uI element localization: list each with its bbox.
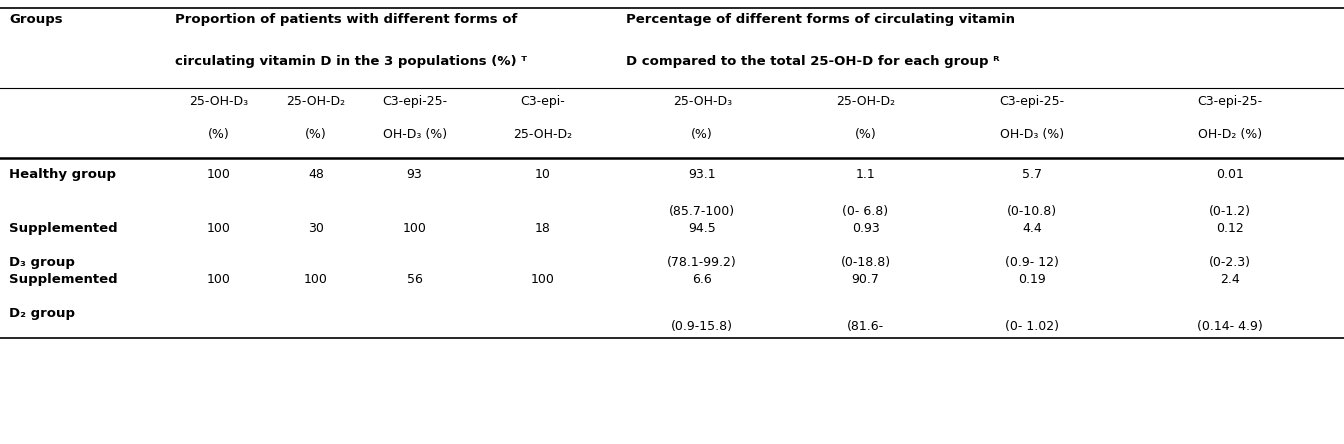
Text: 30: 30 bbox=[308, 222, 324, 235]
Text: Supplemented: Supplemented bbox=[9, 273, 118, 286]
Text: (78.1-99.2): (78.1-99.2) bbox=[668, 256, 737, 269]
Text: Groups: Groups bbox=[9, 13, 63, 26]
Text: 94.5: 94.5 bbox=[688, 222, 716, 235]
Text: Healthy group: Healthy group bbox=[9, 168, 117, 181]
Text: (0.9- 12): (0.9- 12) bbox=[1005, 256, 1059, 269]
Text: 2.4: 2.4 bbox=[1220, 273, 1239, 286]
Text: 18: 18 bbox=[535, 222, 551, 235]
Text: Supplemented: Supplemented bbox=[9, 222, 118, 235]
Text: 25-OH-D₂: 25-OH-D₂ bbox=[286, 95, 345, 108]
Text: 1.1: 1.1 bbox=[856, 168, 875, 181]
Text: 100: 100 bbox=[207, 222, 230, 235]
Text: (0-2.3): (0-2.3) bbox=[1208, 256, 1251, 269]
Text: 25-OH-D₂: 25-OH-D₂ bbox=[836, 95, 895, 108]
Text: (0-10.8): (0-10.8) bbox=[1007, 205, 1058, 218]
Text: C3-epi-25-: C3-epi-25- bbox=[1000, 95, 1064, 108]
Text: (0.14- 4.9): (0.14- 4.9) bbox=[1198, 320, 1262, 333]
Text: D₂ group: D₂ group bbox=[9, 307, 75, 320]
Text: C3-epi-25-: C3-epi-25- bbox=[1198, 95, 1262, 108]
Text: 0.12: 0.12 bbox=[1216, 222, 1243, 235]
Text: (0- 6.8): (0- 6.8) bbox=[843, 205, 888, 218]
Text: 25-OH-D₃: 25-OH-D₃ bbox=[190, 95, 247, 108]
Text: 100: 100 bbox=[207, 273, 230, 286]
Text: D compared to the total 25-OH-D for each group ᴿ: D compared to the total 25-OH-D for each… bbox=[626, 55, 1000, 68]
Text: Percentage of different forms of circulating vitamin: Percentage of different forms of circula… bbox=[626, 13, 1015, 26]
Text: OH-D₂ (%): OH-D₂ (%) bbox=[1198, 128, 1262, 141]
Text: (0-1.2): (0-1.2) bbox=[1208, 205, 1251, 218]
Text: 25-OH-D₂: 25-OH-D₂ bbox=[513, 128, 573, 141]
Text: (%): (%) bbox=[207, 128, 230, 141]
Text: 90.7: 90.7 bbox=[852, 273, 879, 286]
Text: 0.19: 0.19 bbox=[1019, 273, 1046, 286]
Text: 0.93: 0.93 bbox=[852, 222, 879, 235]
Text: C3-epi-: C3-epi- bbox=[520, 95, 566, 108]
Text: 4.4: 4.4 bbox=[1023, 222, 1042, 235]
Text: Proportion of patients with different forms of: Proportion of patients with different fo… bbox=[175, 13, 517, 26]
Text: 25-OH-D₃: 25-OH-D₃ bbox=[673, 95, 731, 108]
Text: 100: 100 bbox=[207, 168, 230, 181]
Text: OH-D₃ (%): OH-D₃ (%) bbox=[1000, 128, 1064, 141]
Text: 100: 100 bbox=[531, 273, 555, 286]
Text: (0.9-15.8): (0.9-15.8) bbox=[671, 320, 734, 333]
Text: 93: 93 bbox=[407, 168, 422, 181]
Text: 93.1: 93.1 bbox=[688, 168, 716, 181]
Text: (81.6-: (81.6- bbox=[847, 320, 884, 333]
Text: 100: 100 bbox=[403, 222, 426, 235]
Text: 56: 56 bbox=[407, 273, 422, 286]
Text: OH-D₃ (%): OH-D₃ (%) bbox=[383, 128, 446, 141]
Text: (%): (%) bbox=[305, 128, 327, 141]
Text: (85.7-100): (85.7-100) bbox=[669, 205, 735, 218]
Text: D₃ group: D₃ group bbox=[9, 256, 75, 269]
Text: 5.7: 5.7 bbox=[1023, 168, 1042, 181]
Text: 10: 10 bbox=[535, 168, 551, 181]
Text: 6.6: 6.6 bbox=[692, 273, 712, 286]
Text: 48: 48 bbox=[308, 168, 324, 181]
Text: (0- 1.02): (0- 1.02) bbox=[1005, 320, 1059, 333]
Text: 100: 100 bbox=[304, 273, 328, 286]
Text: (%): (%) bbox=[855, 128, 876, 141]
Text: (0-18.8): (0-18.8) bbox=[840, 256, 891, 269]
Text: C3-epi-25-: C3-epi-25- bbox=[382, 95, 448, 108]
Text: (%): (%) bbox=[691, 128, 714, 141]
Text: 0.01: 0.01 bbox=[1216, 168, 1243, 181]
Text: circulating vitamin D in the 3 populations (%) ᵀ: circulating vitamin D in the 3 populatio… bbox=[175, 55, 527, 68]
